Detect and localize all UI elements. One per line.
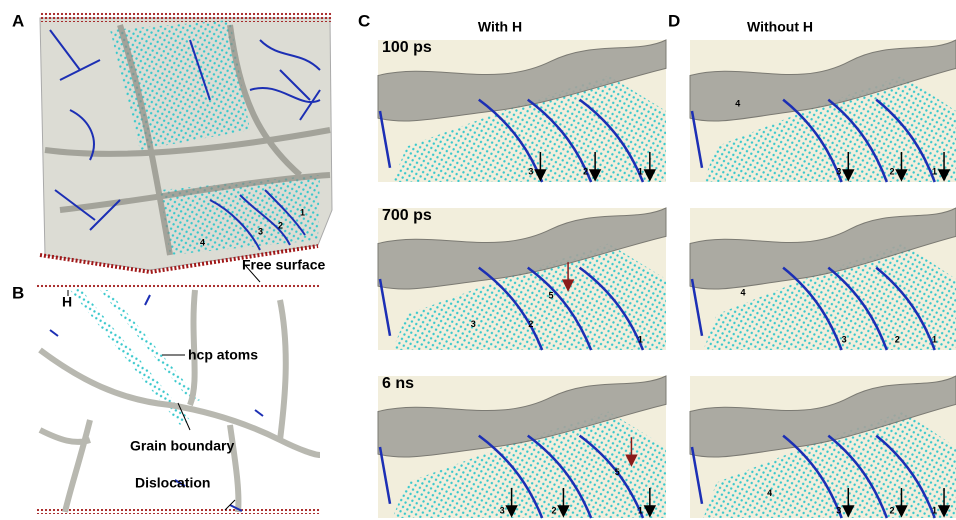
annotation: Grain boundary (130, 438, 234, 454)
dislocation-number: 2 (889, 505, 894, 515)
dislocation-number: 3 (471, 319, 476, 329)
snapshot: 4 3 2 1 (690, 376, 956, 518)
panel-label: D (668, 11, 680, 30)
dislocation-number: 1 (638, 505, 643, 515)
annotation: Dislocation (135, 475, 210, 491)
dislocation-number: 4 (735, 98, 740, 108)
time-label: 100 ps (382, 39, 432, 56)
dislocation-number: 5 (615, 467, 620, 477)
dislocation-number: 1 (932, 505, 937, 515)
dislocation-number: 3 (528, 166, 533, 176)
dislocation-number: 1 (638, 334, 643, 344)
dislocation-number: 2 (889, 166, 894, 176)
annotation: H (62, 294, 72, 310)
snapshot: 3 2 1 100 ps (378, 39, 666, 182)
time-label: 700 ps (382, 207, 432, 224)
dislocation-number: 4 (741, 288, 746, 298)
dislocation-number: 4 (200, 237, 205, 247)
page: {"panel_labels": ["A", "B", "C", "D"], "… (0, 0, 956, 520)
dislocation-number: 2 (551, 505, 556, 515)
figure: A B C D With H Without H 4 3 2 1 Free surface Hhcp … (0, 0, 956, 520)
panel-label: C (358, 11, 370, 30)
annotation: Free surface (242, 257, 325, 273)
snapshot: 3 2 5 1 6 ns (378, 375, 666, 518)
dislocation-number: 2 (583, 166, 588, 176)
dislocation-number: 3 (836, 505, 841, 515)
dislocation-number: 2 (278, 220, 283, 230)
time-label: 6 ns (382, 375, 414, 392)
column-title: Without H (747, 19, 813, 35)
annotation: hcp atoms (188, 347, 258, 363)
snapshot: 3 2 5 1 700 ps (378, 207, 666, 350)
dislocation-number: 2 (895, 334, 900, 344)
dislocation-number: 2 (528, 319, 533, 329)
column-title: With H (478, 19, 522, 35)
dislocation-number: 3 (500, 505, 505, 515)
panel-label: B (12, 283, 24, 302)
dislocation-number: 5 (549, 290, 554, 300)
dislocation-number: 3 (836, 166, 841, 176)
dislocation-number: 4 (767, 488, 772, 498)
dislocation-number: 1 (932, 334, 937, 344)
dislocation-number: 1 (638, 166, 643, 176)
panel-a-image (40, 12, 332, 272)
dislocation-number: 1 (300, 207, 305, 217)
snapshot: 4 3 2 1 (690, 40, 956, 182)
panel-label: A (12, 11, 24, 30)
dislocation-number: 3 (258, 226, 263, 236)
dislocation-number: 1 (932, 166, 937, 176)
dislocation-number: 3 (842, 334, 847, 344)
snapshot: 4 3 2 1 (690, 208, 956, 350)
